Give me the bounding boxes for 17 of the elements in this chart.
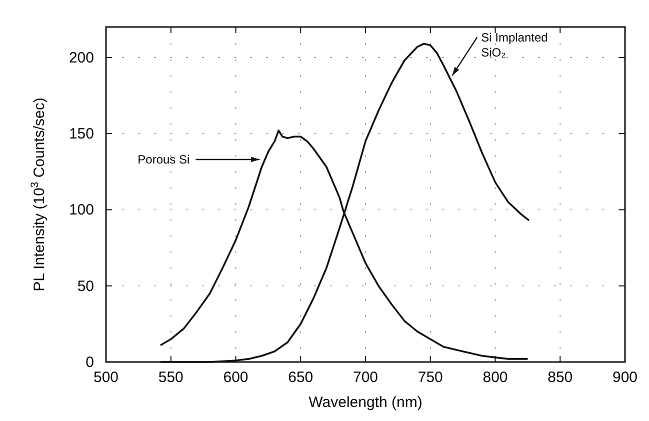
x-tick-label: 650 [288,369,314,386]
x-tick-label: 900 [612,369,638,386]
x-tick-label: 750 [418,369,443,386]
x-tick-label: 700 [352,369,378,386]
y-tick-label: 50 [77,278,94,295]
x-tick-label: 850 [548,369,573,386]
x-axis-title: Wavelength (nm) [308,394,422,411]
annotation: Si Implanted SiO₂ [481,30,548,60]
x-tick-label: 500 [93,369,119,386]
annotation: Porous Si [138,152,190,166]
y-tick-label: 200 [68,49,94,66]
x-tick-label: 550 [158,369,184,386]
x-tick-label: 800 [482,369,508,386]
y-tick-label: 0 [86,354,94,371]
x-tick-label: 600 [223,369,248,386]
y-tick-label: 150 [68,126,94,143]
y-tick-label: 100 [68,202,94,219]
